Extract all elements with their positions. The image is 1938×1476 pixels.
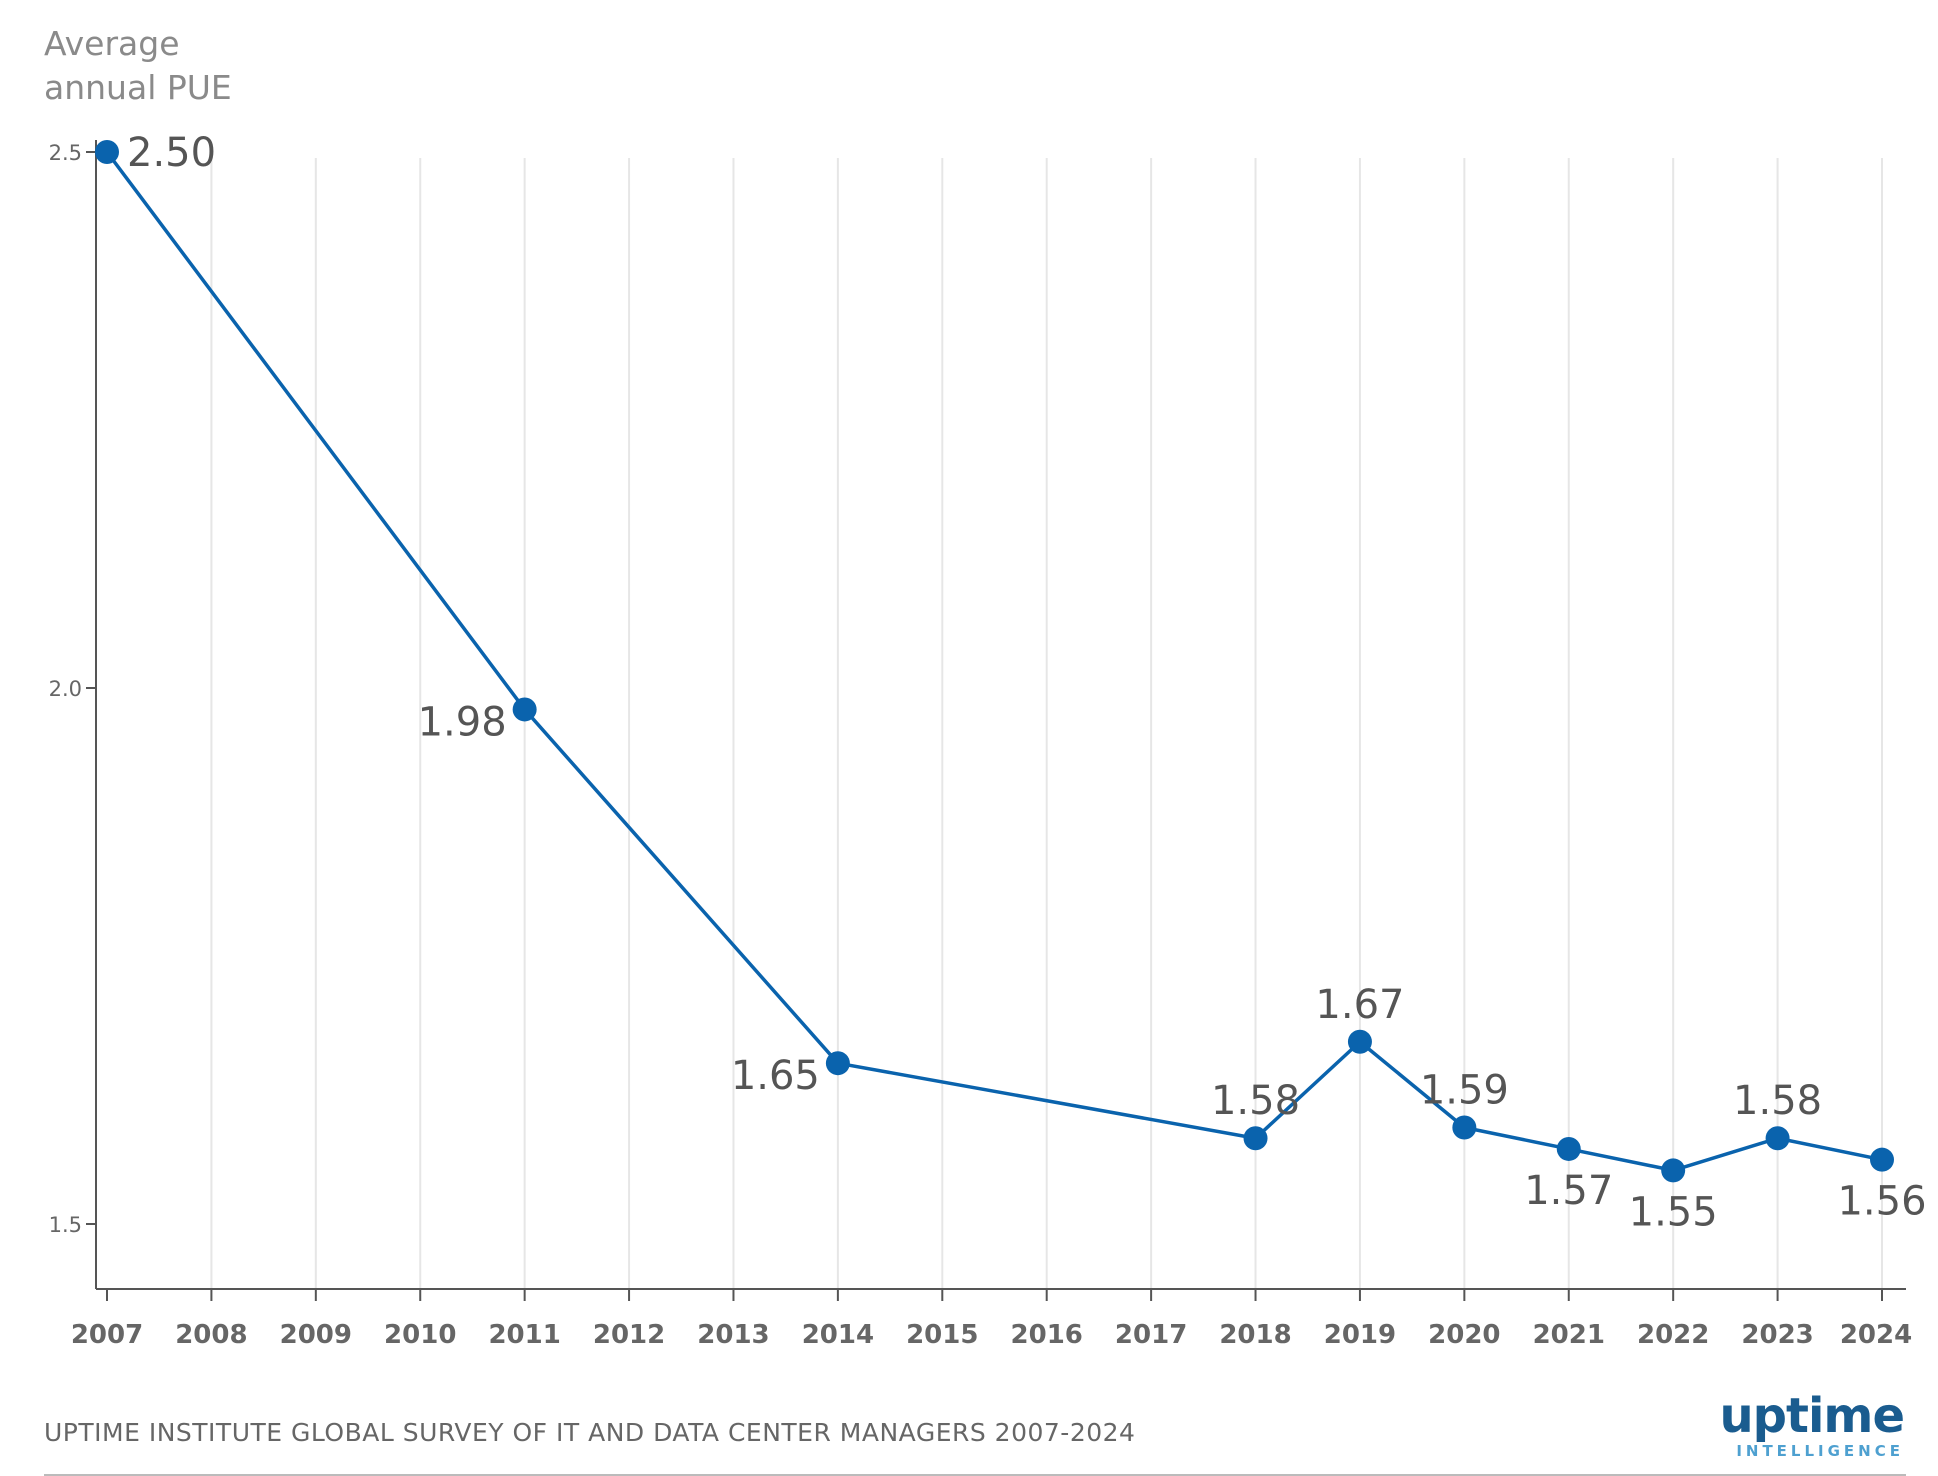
logo-subtitle: INTELLIGENCE <box>1736 1442 1904 1460</box>
y-axis-label-line: Average <box>44 24 180 63</box>
x-tick-label: 2017 <box>1115 1320 1187 1350</box>
x-tick-label: 2015 <box>906 1320 978 1350</box>
uptime-logo: uptime INTELLIGENCE <box>1720 1392 1905 1460</box>
x-tick-label: 2013 <box>697 1320 769 1350</box>
x-tick-label: 2010 <box>384 1320 456 1350</box>
x-tick-label: 2008 <box>175 1320 247 1350</box>
axes <box>95 140 1906 1290</box>
data-point-2007 <box>95 140 119 164</box>
x-ticks: 2007 2008 2009 2010 2011 2012 2013 2014 2015 2016… <box>71 1289 1912 1350</box>
series-line <box>105 150 1883 1173</box>
data-point-2024 <box>1870 1147 1894 1172</box>
x-tick-label: 2018 <box>1219 1320 1291 1350</box>
x-tick-label: 2016 <box>1011 1320 1083 1350</box>
data-point-2018 <box>1243 1126 1268 1151</box>
data-label-2023: 1.58 <box>1733 1078 1822 1124</box>
x-tick-label: 2009 <box>280 1320 352 1350</box>
y-ticks: 2.5 2.0 1.5 <box>49 141 96 1237</box>
y-axis-label-line: annual PUE <box>44 68 232 107</box>
data-point-2019 <box>1347 1029 1372 1054</box>
x-tick-label: 2012 <box>593 1320 665 1350</box>
x-tick-label: 2023 <box>1741 1320 1813 1350</box>
data-point-2022 <box>1661 1158 1686 1183</box>
x-tick-label: 2019 <box>1324 1320 1396 1350</box>
data-label-2019: 1.67 <box>1315 982 1404 1028</box>
data-point-2021 <box>1556 1136 1581 1161</box>
logo-wordmark: uptime <box>1719 1388 1905 1444</box>
y-tick-label: 2.0 <box>49 677 82 701</box>
data-point-2014 <box>825 1051 850 1076</box>
data-label-2022: 1.55 <box>1629 1189 1718 1235</box>
data-label-2007: 2.50 <box>127 130 216 176</box>
x-tick-label: 2024 <box>1840 1320 1912 1350</box>
x-tick-label: 2020 <box>1428 1320 1500 1350</box>
data-point-2023 <box>1765 1126 1790 1151</box>
y-tick-label: 2.5 <box>49 141 82 165</box>
data-labels: 2.50 1.98 1.65 1.58 1.67 1.59 1.57 1.55 1.58 1.56 <box>127 130 1927 1235</box>
data-points <box>95 140 1894 1183</box>
y-axis-label: Average annual PUE <box>44 24 232 107</box>
data-label-2021: 1.57 <box>1524 1168 1613 1214</box>
data-label-2020: 1.59 <box>1420 1068 1509 1114</box>
data-label-2011: 1.98 <box>418 699 507 745</box>
x-tick-label: 2022 <box>1637 1320 1709 1350</box>
data-label-2018: 1.58 <box>1211 1078 1300 1124</box>
grid-lines <box>210 158 1883 1289</box>
data-label-2014: 1.65 <box>731 1053 820 1099</box>
y-tick-label: 1.5 <box>49 1213 82 1237</box>
data-point-2020 <box>1452 1115 1477 1140</box>
x-tick-label: 2021 <box>1533 1320 1605 1350</box>
x-tick-label: 2007 <box>71 1320 143 1350</box>
data-point-2011 <box>512 697 537 722</box>
source-note: UPTIME INSTITUTE GLOBAL SURVEY OF IT AND… <box>44 1418 1136 1447</box>
x-tick-label: 2014 <box>802 1320 874 1350</box>
x-tick-label: 2011 <box>488 1320 560 1350</box>
pue-series-line <box>105 150 1883 1173</box>
data-label-2024: 1.56 <box>1837 1179 1926 1225</box>
